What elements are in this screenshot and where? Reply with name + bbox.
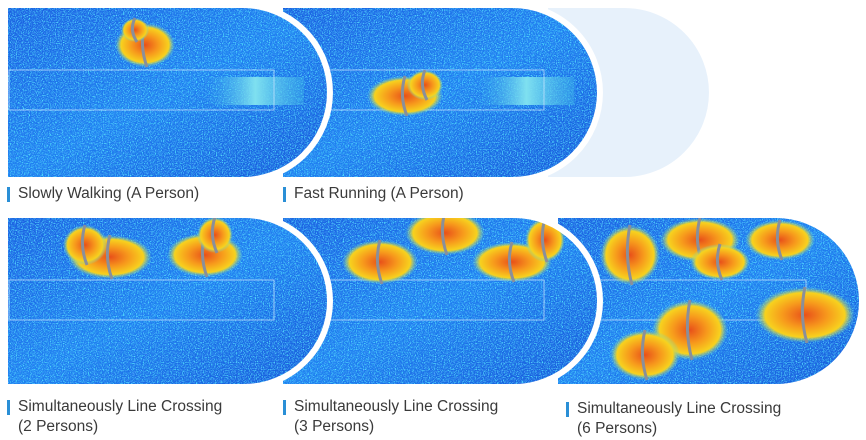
track <box>440 215 449 256</box>
person-blob <box>690 244 750 280</box>
person-blob <box>63 225 107 265</box>
trail <box>478 77 575 105</box>
trail <box>206 77 304 105</box>
track <box>685 299 694 361</box>
caption-line: Simultaneously Line Crossing <box>18 398 223 415</box>
caption-line: Simultaneously Line Crossing <box>577 400 782 417</box>
track <box>640 329 649 381</box>
person-blob <box>342 240 418 284</box>
person-blob <box>755 287 855 343</box>
caption-line: (3 Persons) <box>294 418 375 435</box>
heatmap-panel <box>552 212 865 390</box>
heatmap-panel <box>2 1 333 183</box>
track <box>715 243 724 281</box>
zone-line <box>8 279 275 321</box>
track <box>80 224 89 266</box>
panel-border <box>277 1 603 183</box>
panel-border <box>552 212 865 390</box>
panel-content <box>5 215 330 387</box>
track <box>507 241 516 283</box>
caption: Simultaneously Line Crossing (3 Persons) <box>283 397 498 437</box>
person-blob <box>610 330 680 380</box>
heatmap-panel <box>2 212 333 390</box>
caption-line: Slowly Walking (A Person) <box>18 185 200 202</box>
caption-line: (6 Persons) <box>577 420 658 437</box>
heatmap-panel <box>277 1 603 183</box>
person-blob <box>745 220 815 260</box>
person-blob <box>197 217 233 253</box>
caption-line: (2 Persons) <box>18 418 99 435</box>
heat-noise <box>5 215 330 387</box>
track <box>375 239 384 285</box>
caption: Simultaneously Line Crossing (2 Persons) <box>7 397 222 437</box>
track <box>625 224 634 286</box>
caption-line: Fast Running (A Person) <box>294 185 464 202</box>
track <box>210 216 219 254</box>
track <box>775 219 784 261</box>
track <box>105 234 114 280</box>
panel-content <box>555 215 862 387</box>
panel-border <box>277 212 603 390</box>
person-blob <box>405 215 485 255</box>
zone-line <box>8 69 275 111</box>
track <box>130 17 139 43</box>
caption: Fast Running (A Person) <box>283 184 464 204</box>
caption-line: Simultaneously Line Crossing <box>294 398 499 415</box>
person-blob <box>121 18 149 42</box>
track <box>800 286 809 344</box>
panel-content <box>280 5 600 180</box>
caption: Simultaneously Line Crossing (6 Persons) <box>566 399 781 439</box>
panel-content <box>5 5 330 180</box>
caption: Slowly Walking (A Person) <box>7 184 199 204</box>
panel-content <box>280 215 600 387</box>
heatmap-panel <box>277 212 603 390</box>
person-blob <box>600 225 660 285</box>
track <box>420 69 429 101</box>
panel-border <box>2 212 333 390</box>
track <box>400 75 409 117</box>
person-blob <box>525 218 565 262</box>
panel-border <box>2 1 333 183</box>
person-blob <box>407 70 443 100</box>
